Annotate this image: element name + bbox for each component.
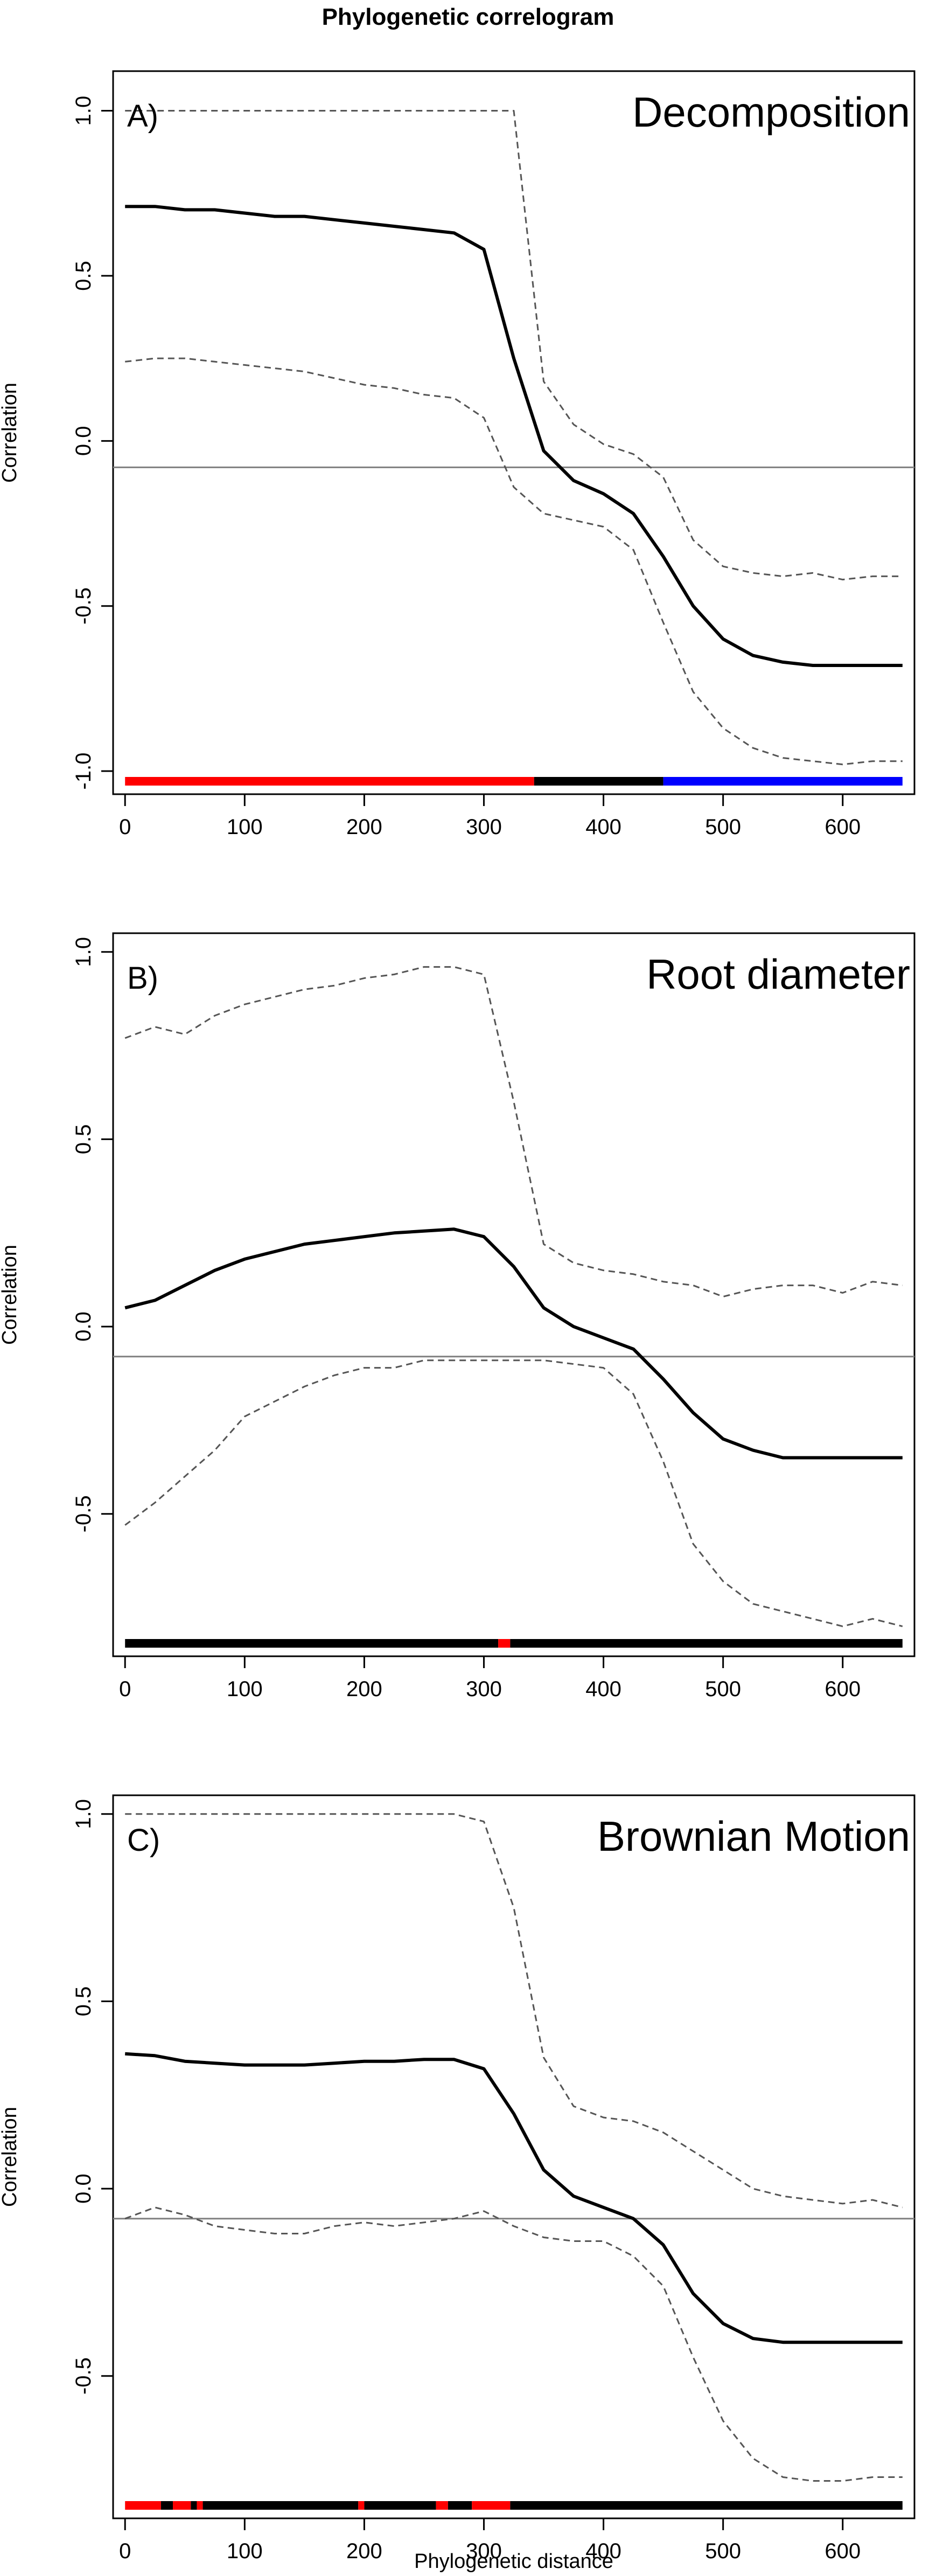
y-tick-label: -0.5	[72, 1495, 95, 1532]
significance-segment	[472, 2501, 511, 2510]
x-tick-label: 400	[585, 815, 621, 839]
y-axis-label: Correlation	[0, 2107, 21, 2207]
x-tick-label: 600	[825, 2539, 861, 2563]
x-tick-label: 300	[466, 1677, 502, 1701]
panel-c: 0 100 200 300 400 500 600 -0.5 0.0 0.5 1.0 Correla…	[0, 1794, 916, 2563]
significance-segment	[364, 2501, 436, 2510]
chart-marks: 0 100 200 300 400 500 600 -1.0 -0.5 0.0 0.5 1.0	[72, 96, 914, 839]
series-lower-ci	[124, 1359, 903, 1627]
y-tick-label: -1.0	[72, 753, 95, 790]
panel-letter: A)	[127, 99, 158, 134]
x-tick-label: 200	[346, 1677, 382, 1701]
x-tick-label: 300	[466, 2539, 502, 2563]
series-estimate	[124, 1227, 903, 1460]
series-estimate	[125, 205, 903, 667]
x-tick-label: 600	[825, 815, 861, 839]
y-tick-label: 0.5	[72, 261, 95, 291]
significance-segment	[202, 2501, 359, 2510]
y-tick-label: 0.0	[72, 2174, 95, 2204]
panel-title: Decomposition	[632, 88, 910, 136]
x-tick-label: 400	[585, 1677, 621, 1701]
figure-title: Phylogenetic correlogram	[322, 4, 614, 30]
significance-segment	[358, 2501, 365, 2510]
chart-marks: 0 100 200 300 400 500 600 -0.5 0.0 0.5 1.0	[72, 1799, 914, 2563]
panel-a: 0 100 200 300 400 500 600 -1.0 -0.5 0.0 0.5 1.0 Cor…	[0, 70, 916, 839]
x-tick-label: 300	[466, 815, 502, 839]
y-tick-label: 0.0	[72, 1311, 95, 1342]
x-tick-label: 100	[227, 2539, 263, 2563]
y-tick-label: -0.5	[72, 587, 95, 624]
plot-frame	[112, 1794, 916, 2519]
x-tick-label: 0	[119, 1677, 131, 1701]
x-tick-label: 0	[119, 815, 131, 839]
panel-title: Brownian Motion	[597, 1813, 910, 1860]
x-tick-label: 100	[227, 815, 263, 839]
x-tick-label: 500	[705, 2539, 741, 2563]
significance-segment	[160, 2501, 173, 2510]
significance-segment	[534, 777, 663, 786]
significance-segment	[125, 777, 534, 786]
x-tick-label: 600	[825, 1677, 861, 1701]
series-estimate	[125, 2052, 903, 2344]
significance-segment	[448, 2501, 472, 2510]
significance-segment	[498, 1639, 511, 1648]
x-tick-label: 100	[227, 1677, 263, 1701]
panel-title: Root diameter	[646, 950, 910, 998]
y-tick-label: 1.0	[72, 937, 95, 967]
plot-frame	[112, 70, 916, 795]
panel-b: 0 100 200 300 400 500 600 -0.5 0.0 0.5 1.0 Correla…	[0, 932, 916, 1701]
plot-frame	[112, 932, 916, 1657]
series-lower-ci	[125, 357, 903, 766]
x-axis-label: Phylogenetic distance	[414, 2550, 613, 2573]
y-tick-label: 1.0	[72, 1799, 95, 1829]
x-tick-label: 500	[705, 815, 741, 839]
significance-segment	[510, 2501, 903, 2510]
significance-segment	[197, 2501, 203, 2510]
x-tick-label: 400	[585, 2539, 621, 2563]
x-tick-label: 500	[705, 1677, 741, 1701]
chart-marks: 0 100 200 300 400 500 600 -0.5 0.0 0.5 1.0	[72, 937, 914, 1701]
series-upper-ci	[125, 1813, 903, 2209]
y-tick-label: -0.5	[72, 2357, 95, 2394]
series-upper-ci	[125, 110, 903, 581]
panel-letter: B)	[127, 961, 158, 996]
significance-segment	[125, 1639, 499, 1648]
series-lower-ci	[124, 2206, 903, 2482]
y-axis-label: Correlation	[0, 1245, 21, 1345]
significance-segment	[510, 1639, 903, 1648]
significance-segment	[436, 2501, 448, 2510]
significance-segment	[125, 2501, 161, 2510]
y-tick-label: 1.0	[72, 96, 95, 126]
y-axis-label: Correlation	[0, 383, 21, 483]
panel-letter: C)	[127, 1823, 160, 1858]
y-tick-label: 0.5	[72, 1987, 95, 2017]
y-tick-label: 0.5	[72, 1124, 95, 1155]
significance-segment	[663, 777, 903, 786]
significance-segment	[191, 2501, 197, 2510]
series-upper-ci	[124, 966, 903, 1297]
significance-segment	[173, 2501, 191, 2510]
x-tick-label: 0	[119, 2539, 131, 2563]
x-tick-label: 200	[346, 815, 382, 839]
y-tick-label: 0.0	[72, 426, 95, 456]
x-tick-label: 200	[346, 2539, 382, 2563]
